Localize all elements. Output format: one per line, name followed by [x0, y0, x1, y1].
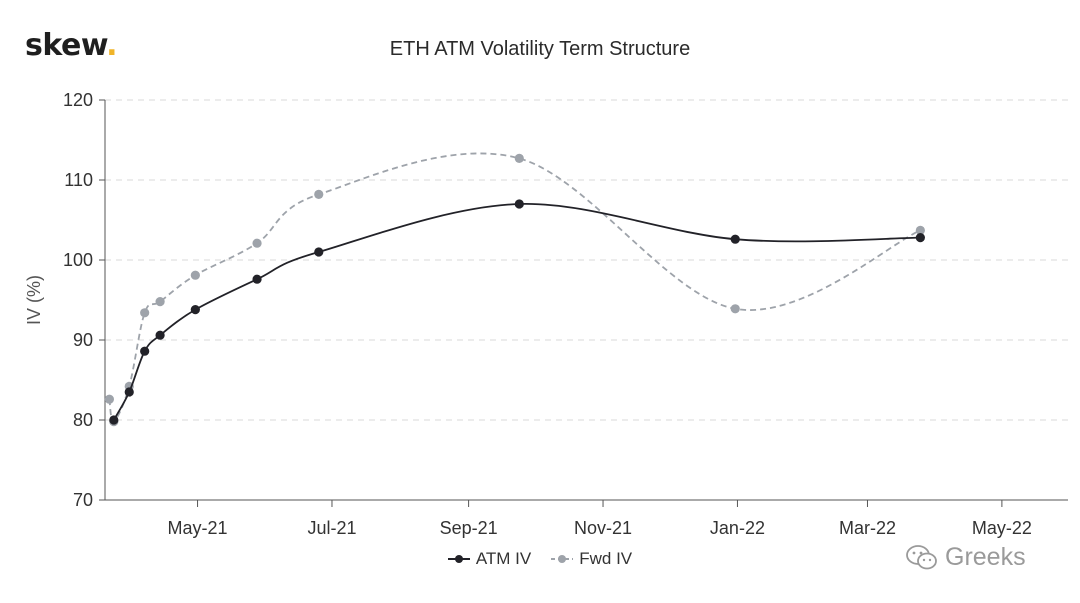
- y-axis-title: IV (%): [24, 275, 44, 325]
- data-point-atm-iv: [514, 199, 524, 209]
- x-tick-label: Sep-21: [440, 518, 498, 538]
- data-point-atm-iv: [730, 234, 740, 244]
- x-tick-label: May-21: [168, 518, 228, 538]
- axis-layer: [99, 99, 1068, 507]
- data-point-fwd-iv: [915, 225, 925, 235]
- data-point-fwd-iv: [155, 297, 165, 307]
- label-layer: 70 80 90 100 110 120 May-21 Jul-21 Sep-21 Nov-21 J…: [24, 90, 1032, 538]
- y-tick-label: 110: [64, 170, 93, 190]
- data-point-fwd-iv: [730, 304, 740, 314]
- data-point-atm-iv: [124, 387, 134, 397]
- legend-swatch-atm-iv: [447, 555, 470, 563]
- brand-name: skew: [25, 28, 107, 63]
- data-point-atm-iv: [314, 247, 324, 257]
- data-point-fwd-iv: [104, 394, 115, 404]
- series-line-fwd-iv: [108, 152, 921, 423]
- x-tick-label: Nov-21: [574, 518, 632, 538]
- x-tick-label: May-22: [972, 518, 1032, 538]
- chart-legend: ATM IV Fwd IV: [0, 549, 1080, 569]
- data-point-atm-iv: [252, 274, 262, 284]
- data-point-atm-iv: [190, 305, 200, 315]
- y-tick-label: 90: [73, 330, 93, 350]
- data-point-fwd-iv: [314, 189, 324, 199]
- data-point-fwd-iv: [252, 238, 262, 248]
- data-point-atm-iv: [915, 233, 925, 243]
- y-tick-label: 70: [73, 490, 93, 510]
- y-tick-label: 80: [73, 410, 93, 430]
- x-tick-label: Mar-22: [839, 518, 896, 538]
- x-tick-label: Jul-21: [307, 518, 356, 538]
- data-point-atm-iv: [155, 330, 165, 340]
- y-tick-label: 100: [63, 250, 93, 270]
- series-layer: [104, 152, 925, 427]
- legend-label-atm-iv: ATM IV: [475, 549, 532, 568]
- legend-swatch-fwd-iv: [551, 555, 574, 563]
- data-point-fwd-iv: [190, 270, 200, 280]
- skew-logo: skew.: [25, 28, 118, 63]
- legend-label-fwd-iv: Fwd IV: [579, 549, 633, 568]
- grid-layer: [105, 99, 1068, 421]
- wechat-icon: [906, 544, 937, 569]
- legend-item-atm-iv[interactable]: ATM IV: [447, 549, 532, 569]
- legend-item-fwd-iv[interactable]: Fwd IV: [551, 549, 632, 569]
- y-tick-label: 120: [63, 90, 93, 110]
- data-point-atm-iv: [140, 346, 150, 356]
- watermark: Greeks: [905, 543, 1026, 572]
- data-point-fwd-iv: [514, 153, 524, 163]
- data-point-atm-iv: [109, 415, 119, 425]
- brand-dot: .: [106, 28, 118, 63]
- chart-title: ETH ATM Volatility Term Structure: [389, 38, 691, 60]
- x-tick-label: Jan-22: [710, 518, 765, 538]
- series-line-atm-iv: [113, 203, 921, 421]
- watermark-text: Greeks: [945, 543, 1026, 571]
- data-point-fwd-iv: [140, 308, 150, 318]
